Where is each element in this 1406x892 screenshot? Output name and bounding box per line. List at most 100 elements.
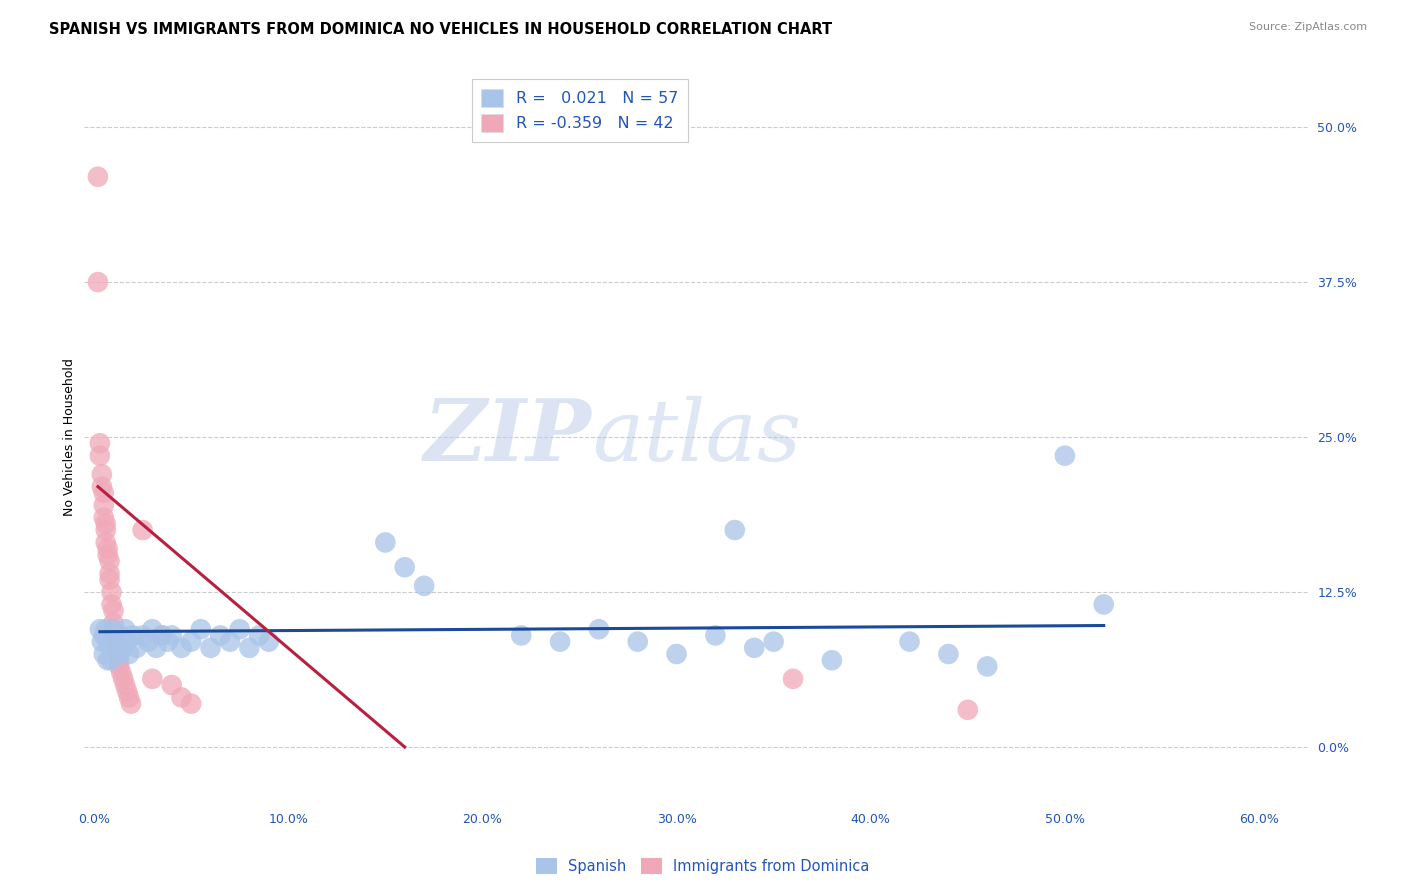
Point: [114, 678, 136, 692]
Point: [782, 672, 804, 686]
Point: [120, 697, 142, 711]
Point: [219, 634, 242, 648]
Point: [94, 535, 117, 549]
Point: [118, 647, 141, 661]
Point: [976, 659, 998, 673]
Point: [627, 634, 650, 648]
Point: [97, 541, 120, 556]
Point: [94, 622, 117, 636]
Point: [100, 640, 122, 655]
Point: [103, 622, 125, 636]
Point: [510, 628, 533, 642]
Point: [190, 622, 212, 636]
Point: [156, 634, 179, 648]
Point: [100, 653, 122, 667]
Point: [87, 169, 110, 184]
Point: [247, 628, 270, 642]
Point: [956, 703, 979, 717]
Point: [762, 634, 785, 648]
Point: [665, 647, 688, 661]
Point: [104, 628, 127, 642]
Point: [98, 566, 121, 581]
Point: [93, 486, 115, 500]
Point: [170, 690, 193, 705]
Point: [103, 640, 125, 655]
Point: [1092, 598, 1115, 612]
Point: [180, 634, 202, 648]
Point: [93, 647, 115, 661]
Point: [112, 640, 135, 655]
Point: [103, 604, 125, 618]
Point: [118, 690, 141, 705]
Point: [125, 640, 148, 655]
Point: [104, 634, 127, 648]
Point: [98, 554, 121, 568]
Point: [413, 579, 436, 593]
Point: [94, 523, 117, 537]
Point: [94, 516, 117, 531]
Point: [938, 647, 960, 661]
Point: [97, 634, 120, 648]
Point: [1053, 449, 1076, 463]
Point: [104, 628, 127, 642]
Text: SPANISH VS IMMIGRANTS FROM DOMINICA NO VEHICLES IN HOUSEHOLD CORRELATION CHART: SPANISH VS IMMIGRANTS FROM DOMINICA NO V…: [49, 22, 832, 37]
Point: [114, 622, 136, 636]
Point: [90, 480, 112, 494]
Point: [150, 628, 173, 642]
Point: [89, 449, 111, 463]
Point: [160, 678, 183, 692]
Point: [898, 634, 921, 648]
Point: [115, 634, 138, 648]
Point: [122, 628, 145, 642]
Point: [141, 672, 163, 686]
Point: [238, 640, 260, 655]
Point: [89, 436, 111, 450]
Point: [112, 672, 135, 686]
Point: [100, 598, 122, 612]
Text: atlas: atlas: [592, 396, 801, 478]
Point: [145, 640, 167, 655]
Point: [131, 523, 153, 537]
Point: [548, 634, 571, 648]
Point: [93, 510, 115, 524]
Point: [89, 622, 111, 636]
Point: [394, 560, 416, 574]
Point: [103, 615, 125, 630]
Point: [108, 653, 131, 667]
Point: [742, 640, 765, 655]
Point: [209, 628, 232, 642]
Point: [138, 634, 160, 648]
Point: [110, 665, 132, 680]
Point: [98, 628, 121, 642]
Point: [103, 622, 125, 636]
Point: [108, 659, 131, 673]
Point: [97, 653, 120, 667]
Point: [105, 647, 128, 661]
Point: [105, 634, 128, 648]
Point: [374, 535, 396, 549]
Point: [93, 498, 115, 512]
Point: [180, 697, 202, 711]
Point: [90, 467, 112, 482]
Point: [100, 585, 122, 599]
Point: [588, 622, 610, 636]
Point: [150, 628, 173, 642]
Point: [724, 523, 747, 537]
Point: [110, 628, 132, 642]
Point: [704, 628, 727, 642]
Text: ZIP: ZIP: [425, 395, 592, 479]
Point: [257, 634, 280, 648]
Point: [108, 647, 131, 661]
Point: [97, 548, 120, 562]
Legend: Spanish, Immigrants from Dominica: Spanish, Immigrants from Dominica: [530, 852, 876, 880]
Point: [141, 622, 163, 636]
Y-axis label: No Vehicles in Household: No Vehicles in Household: [63, 359, 76, 516]
Point: [131, 628, 153, 642]
Point: [821, 653, 844, 667]
Point: [170, 640, 193, 655]
Point: [98, 573, 121, 587]
Legend: R =   0.021   N = 57, R = -0.359   N = 42: R = 0.021 N = 57, R = -0.359 N = 42: [471, 79, 688, 142]
Point: [115, 684, 138, 698]
Point: [90, 634, 112, 648]
Point: [160, 628, 183, 642]
